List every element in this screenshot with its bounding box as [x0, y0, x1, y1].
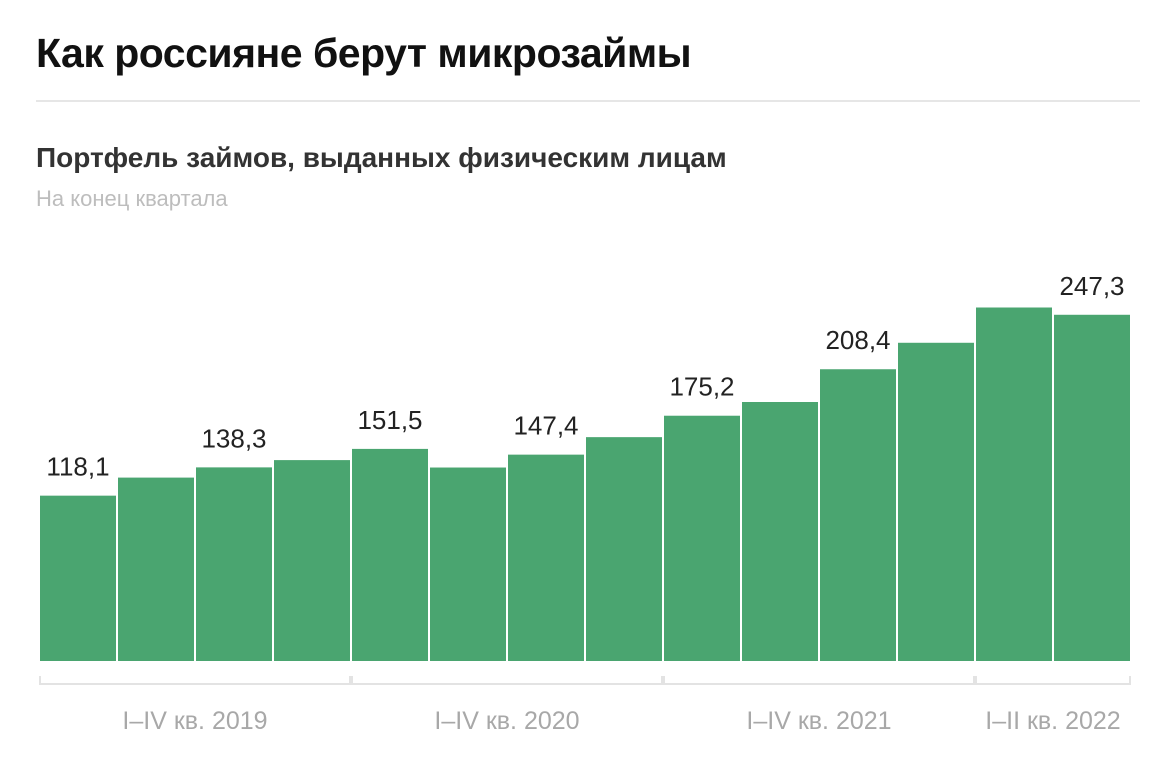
bar [352, 448, 428, 661]
bar [274, 460, 350, 661]
bar [118, 477, 194, 661]
bar [976, 307, 1052, 661]
bar [40, 495, 116, 661]
data-label: 118,1 [46, 452, 109, 482]
bar [430, 467, 506, 661]
chart-title: Как россияне берут микрозаймы [36, 30, 692, 76]
x-tick-label: I–IV кв. 2019 [122, 707, 267, 735]
bar [508, 454, 584, 661]
bar [586, 437, 662, 661]
data-label: 247,3 [1059, 271, 1124, 301]
data-label: 208,4 [825, 325, 890, 355]
x-tick-label: I–IV кв. 2021 [746, 707, 891, 735]
data-label: 147,4 [513, 411, 578, 441]
bar [196, 467, 272, 661]
data-label: 175,2 [669, 372, 734, 402]
axis-bracket [39, 676, 351, 685]
data-label: 138,3 [201, 423, 266, 453]
axis-bracket [663, 676, 975, 685]
axis-bracket [975, 676, 1131, 685]
bar [898, 342, 974, 661]
x-tick-label: I–II кв. 2022 [985, 707, 1120, 735]
chart-note: На конец квартала [36, 186, 228, 211]
bar [742, 402, 818, 661]
bar [664, 415, 740, 661]
x-tick-label: I–IV кв. 2020 [434, 707, 579, 735]
axis-bracket [351, 676, 663, 685]
bar [820, 369, 896, 661]
bar [1054, 314, 1130, 661]
chart-subtitle: Портфель займов, выданных физическим лиц… [36, 142, 727, 173]
data-label: 151,5 [357, 405, 422, 435]
title-divider [36, 100, 1140, 102]
